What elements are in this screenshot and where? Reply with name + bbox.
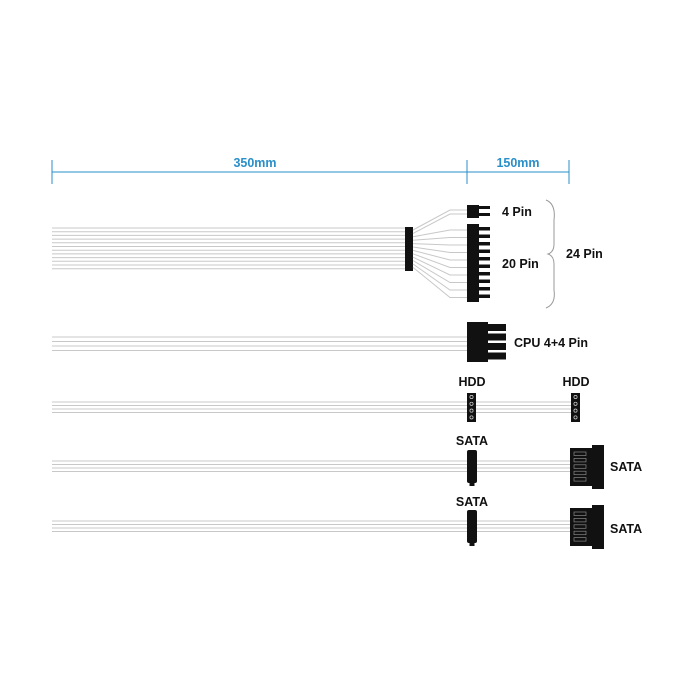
wire — [412, 243, 468, 246]
sata-pin — [573, 518, 587, 523]
pin — [479, 279, 490, 283]
4pin-label: 4 Pin — [502, 205, 532, 219]
20pin-connector — [467, 224, 479, 302]
wire — [412, 263, 468, 291]
pin-hole — [573, 408, 578, 413]
pin — [479, 242, 490, 246]
wire — [412, 249, 468, 261]
24pin-label: 24 Pin — [566, 247, 603, 261]
sata-pin — [573, 537, 587, 542]
hdd-mid-label: HDD — [458, 375, 485, 389]
sata-end-cap — [592, 445, 604, 489]
atx-24pin-cable — [52, 205, 490, 302]
sata-end-connector — [570, 508, 592, 546]
molex-connector — [571, 393, 580, 422]
pin — [479, 257, 490, 261]
sata-pin — [573, 451, 587, 456]
pin-hole — [573, 395, 578, 399]
sata-tab — [469, 483, 475, 486]
pin — [479, 264, 490, 268]
sata-cable-1 — [52, 445, 604, 489]
sata-tab — [469, 543, 475, 546]
sata-pin — [573, 477, 587, 482]
hdd-end-label: HDD — [562, 375, 589, 389]
wire — [412, 260, 468, 283]
wire — [412, 213, 468, 234]
sata2-end-label: SATA — [610, 522, 642, 536]
sata2-mid-label: SATA — [456, 495, 488, 509]
pin — [479, 249, 490, 253]
pin — [488, 333, 506, 341]
wire — [412, 256, 468, 276]
sata-end-connector — [570, 448, 592, 486]
cpu-cable — [52, 322, 506, 362]
dimension-350-label: 350mm — [233, 156, 276, 170]
sata-inline-connector — [467, 510, 477, 543]
sata-end-cap — [592, 505, 604, 549]
sata-pin — [573, 458, 587, 463]
pin — [479, 234, 490, 238]
brace — [545, 199, 555, 309]
dimension-line — [51, 160, 570, 184]
sata-cable-2 — [52, 505, 604, 549]
pin — [488, 343, 506, 350]
pin-hole — [573, 415, 578, 420]
sata-pin — [573, 470, 587, 476]
pin-hole — [469, 395, 474, 399]
dimension-150-label: 150mm — [496, 156, 539, 170]
pin-hole — [469, 408, 474, 413]
pin-hole — [469, 401, 474, 406]
pin — [479, 206, 490, 209]
wire — [412, 209, 468, 231]
cpu-label: CPU 4+4 Pin — [514, 336, 588, 350]
pin — [488, 324, 506, 331]
sata-pin — [573, 524, 587, 529]
sata-pin — [573, 464, 587, 469]
cpu-connector — [467, 322, 488, 362]
sata-pin — [573, 530, 587, 536]
pin — [479, 227, 490, 231]
wire — [412, 237, 468, 241]
pin — [479, 213, 490, 216]
pin — [488, 352, 506, 360]
wire — [412, 253, 468, 268]
20pin-label: 20 Pin — [502, 257, 539, 271]
wire — [412, 267, 468, 298]
sata1-mid-label: SATA — [456, 434, 488, 448]
hdd-cable — [52, 393, 580, 422]
molex-connector — [467, 393, 476, 422]
pin-hole — [469, 415, 474, 420]
sata-pin — [573, 511, 587, 516]
pin-hole — [573, 401, 578, 406]
4pin-connector — [467, 205, 479, 218]
pin — [479, 272, 490, 276]
wire-clamp — [405, 227, 413, 271]
wire — [412, 246, 468, 253]
sata-inline-connector — [467, 450, 477, 483]
wire — [412, 229, 468, 238]
pin — [479, 287, 490, 291]
sata1-end-label: SATA — [610, 460, 642, 474]
pin — [479, 294, 490, 298]
